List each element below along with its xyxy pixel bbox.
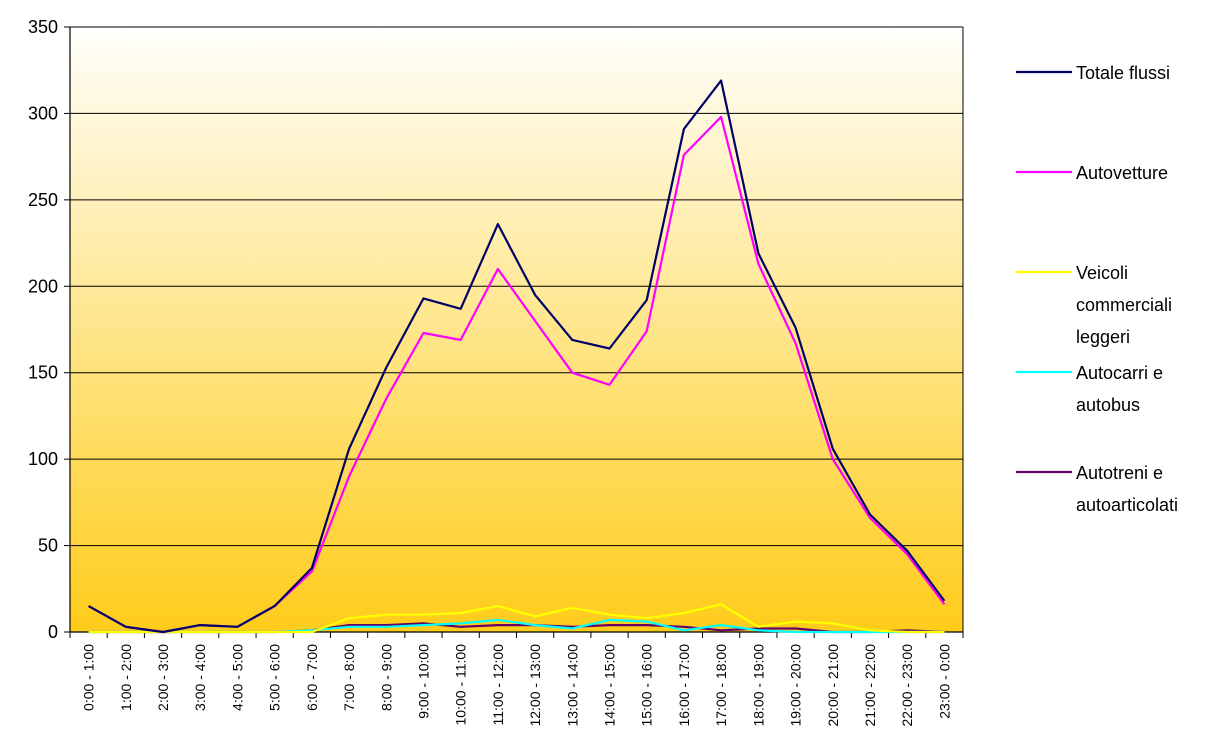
x-tick-label: 17:00 - 18:00 bbox=[713, 644, 729, 727]
y-tick-label: 150 bbox=[28, 363, 58, 383]
legend-label: Veicoli bbox=[1076, 263, 1128, 283]
x-tick-label: 21:00 - 22:00 bbox=[862, 644, 878, 727]
x-tick-label: 7:00 - 8:00 bbox=[341, 644, 357, 711]
x-tick-label: 19:00 - 20:00 bbox=[788, 644, 804, 727]
y-tick-label: 250 bbox=[28, 190, 58, 210]
x-tick-label: 14:00 - 15:00 bbox=[602, 644, 618, 727]
y-tick-label: 0 bbox=[48, 622, 58, 642]
x-tick-label: 1:00 - 2:00 bbox=[118, 644, 134, 711]
plot-area bbox=[70, 27, 963, 632]
x-tick-label: 10:00 - 11:00 bbox=[453, 644, 469, 726]
legend-label: Autovetture bbox=[1076, 163, 1168, 183]
series-lines bbox=[88, 79, 946, 634]
gridlines bbox=[70, 26, 963, 547]
x-tick-label: 20:00 - 21:00 bbox=[825, 644, 841, 727]
legend-label: commerciali bbox=[1076, 295, 1172, 315]
legend-label: leggeri bbox=[1076, 327, 1130, 347]
legend-label: autobus bbox=[1076, 395, 1140, 415]
x-tick-label: 5:00 - 6:00 bbox=[267, 644, 283, 711]
y-tick-label: 200 bbox=[28, 276, 58, 296]
series-line-veicoli-commerciali-leggeri bbox=[88, 603, 945, 634]
x-tick-label: 22:00 - 23:00 bbox=[899, 644, 915, 727]
x-tick-label: 2:00 - 3:00 bbox=[155, 644, 171, 711]
x-axis-ticks: 0:00 - 1:00 1:00 - 2:00 2:00 - 3:00 3:00 - … bbox=[69, 632, 964, 727]
legend-label: Autotreni e bbox=[1076, 463, 1163, 483]
series-line-totale-flussi bbox=[88, 79, 946, 634]
legend-label: autoarticolati bbox=[1076, 495, 1178, 515]
x-tick-label: 8:00 - 9:00 bbox=[378, 644, 394, 711]
x-tick-label: 3:00 - 4:00 bbox=[192, 644, 208, 711]
legend-label: Totale flussi bbox=[1076, 63, 1170, 83]
legend-label: Autocarri e bbox=[1076, 363, 1163, 383]
x-tick-label: 15:00 - 16:00 bbox=[639, 644, 655, 727]
x-tick-label: 9:00 - 10:00 bbox=[415, 644, 431, 719]
x-tick-label: 4:00 - 5:00 bbox=[229, 644, 245, 711]
x-tick-label: 12:00 - 13:00 bbox=[527, 644, 543, 727]
x-tick-label: 11:00 - 12:00 bbox=[490, 644, 506, 726]
y-tick-label: 300 bbox=[28, 103, 58, 123]
y-axis-ticks: 0 50 100 150 200 250 300 350 bbox=[28, 17, 70, 642]
x-tick-label: 0:00 - 1:00 bbox=[81, 644, 97, 711]
y-tick-label: 100 bbox=[28, 449, 58, 469]
x-tick-label: 13:00 - 14:00 bbox=[564, 644, 580, 727]
x-tick-label: 23:00 - 0:00 bbox=[936, 644, 952, 719]
x-tick-label: 16:00 - 17:00 bbox=[676, 644, 692, 727]
legend: Totale flussi Autovetture Veicoli commercia… bbox=[1016, 63, 1178, 515]
x-tick-label: 6:00 - 7:00 bbox=[304, 644, 320, 711]
y-tick-label: 50 bbox=[38, 536, 58, 556]
x-tick-label: 18:00 - 19:00 bbox=[750, 644, 766, 727]
y-tick-label: 350 bbox=[28, 17, 58, 37]
